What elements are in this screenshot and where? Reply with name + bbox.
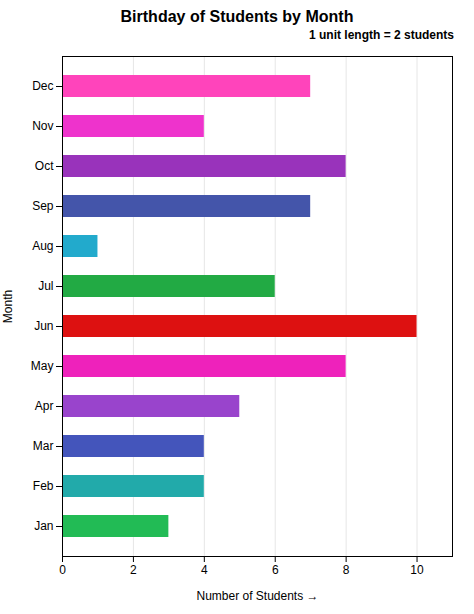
svg-text:Dec: Dec (32, 79, 53, 93)
svg-text:Nov: Nov (32, 119, 53, 133)
svg-text:8: 8 (343, 563, 350, 577)
svg-text:Apr: Apr (35, 399, 54, 413)
svg-text:2: 2 (130, 563, 137, 577)
html-text:1 unit length = 2 students: 1 unit length = 2 students (309, 28, 454, 42)
html-text:Birthday of Students by Month: Birthday of Students by Month (120, 8, 354, 25)
svg-text:4: 4 (201, 563, 208, 577)
svg-text:Oct: Oct (35, 159, 54, 173)
svg-text:Jul: Jul (38, 279, 53, 293)
svg-text:Month: Month (1, 290, 15, 323)
svg-text:Sep: Sep (32, 199, 54, 213)
svg-text:0: 0 (59, 563, 66, 577)
svg-text:Jun: Jun (34, 319, 53, 333)
svg-text:Mar: Mar (33, 439, 54, 453)
svg-text:6: 6 (272, 563, 279, 577)
svg-text:Aug: Aug (32, 239, 53, 253)
svg-text:Feb: Feb (33, 479, 54, 493)
svg-text:Jan: Jan (34, 519, 53, 533)
svg-text:Number of Students →: Number of Students → (196, 589, 318, 603)
svg-text:10: 10 (410, 563, 424, 577)
svg-text:May: May (31, 359, 54, 373)
